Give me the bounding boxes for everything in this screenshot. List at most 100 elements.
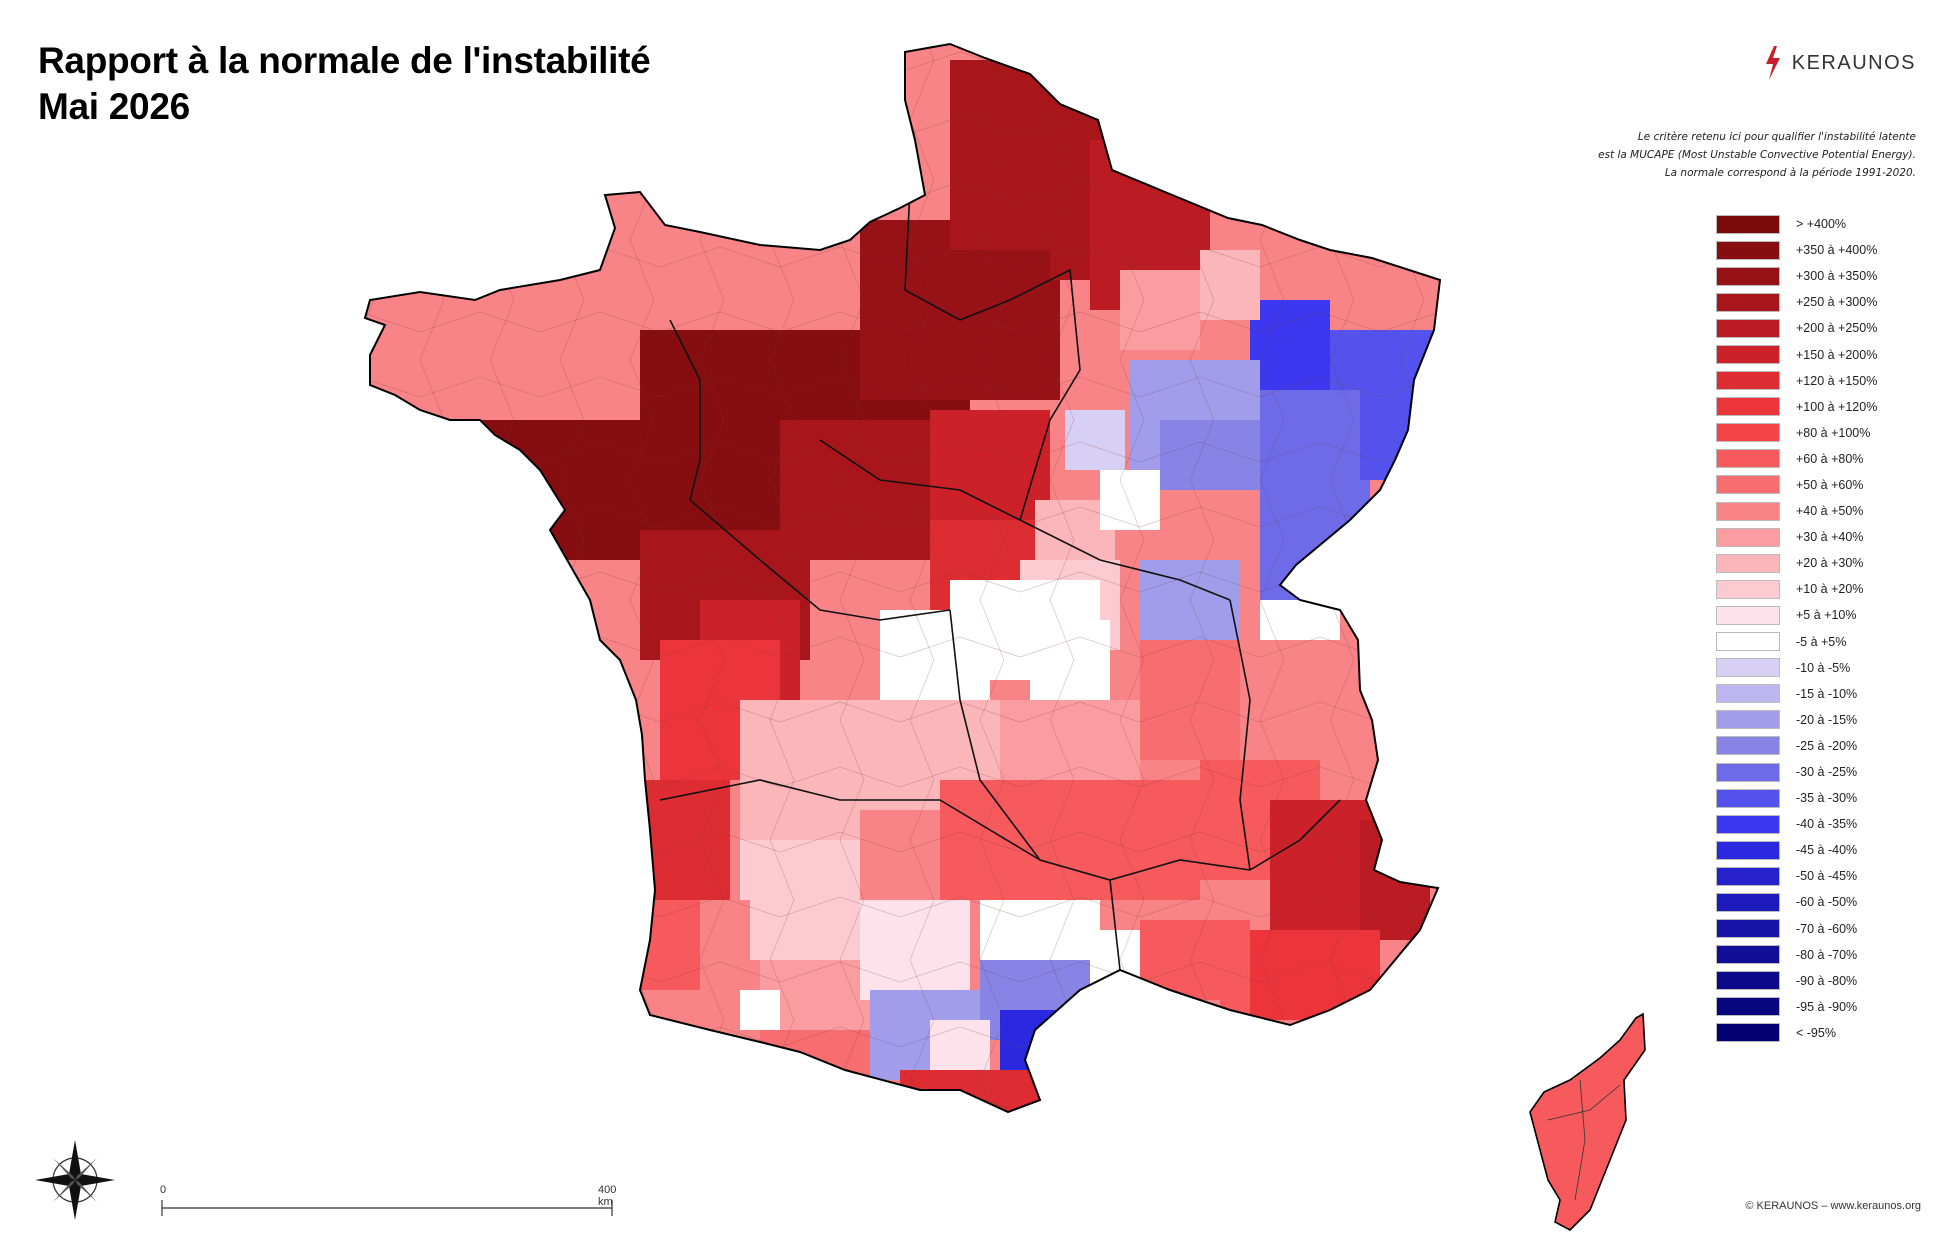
legend-row: +100 à +120% — [1716, 394, 1877, 420]
legend-swatch — [1716, 997, 1780, 1017]
legend-label: +300 à +350% — [1796, 269, 1878, 284]
legend-swatch — [1716, 945, 1780, 965]
legend-swatch — [1716, 840, 1780, 860]
legend-row: +120 à +150% — [1716, 368, 1877, 394]
legend-row: +350 à +400% — [1716, 237, 1877, 263]
region-fill — [950, 60, 1110, 280]
legend-label: +350 à +400% — [1796, 243, 1878, 258]
region-borders — [659, 189, 1341, 971]
region-fill — [740, 840, 860, 960]
legend-swatch — [1716, 423, 1780, 443]
lightning-bolt-icon — [1765, 46, 1780, 80]
legend-label: -15 à -10% — [1796, 686, 1858, 701]
legend-swatch — [1716, 553, 1780, 573]
legend-swatch — [1716, 1023, 1780, 1043]
legend-row: +150 à +200% — [1716, 341, 1877, 367]
legend-swatch — [1716, 240, 1780, 260]
region-fill — [1100, 470, 1160, 530]
legend-label: -35 à -30% — [1796, 791, 1858, 806]
corsica — [1529, 1012, 1646, 1231]
map-subtitle: Mai 2026 — [38, 86, 190, 127]
legend-label: +100 à +120% — [1796, 399, 1878, 414]
region-border — [1229, 599, 1251, 871]
legend-row: -10 à -5% — [1716, 655, 1877, 681]
legend-swatch — [1716, 866, 1780, 886]
corsica-shape — [1529, 1012, 1646, 1231]
region-border — [689, 499, 951, 621]
legend-row: -95 à -90% — [1716, 994, 1877, 1020]
note-line: La normale correspond à la période 1991-… — [1664, 167, 1916, 179]
legend-swatch — [1716, 684, 1780, 704]
legend-label: -95 à -90% — [1796, 999, 1858, 1014]
region-fill — [1200, 250, 1260, 320]
legend-swatch — [1716, 788, 1780, 808]
legend-label: +120 à +150% — [1796, 373, 1878, 388]
region-fill — [1160, 420, 1260, 490]
region-fill — [1260, 480, 1370, 600]
legend-row: +80 à +100% — [1716, 420, 1877, 446]
legend-row: -90 à -80% — [1716, 968, 1877, 994]
legend-label: +5 à +10% — [1796, 608, 1857, 623]
legend-swatch — [1716, 266, 1780, 286]
region-fill — [940, 780, 1080, 900]
region-fill — [1250, 930, 1380, 1020]
legend-label: +200 à +250% — [1796, 321, 1878, 336]
region-border — [669, 319, 701, 501]
choropleth-regions — [365, 44, 1440, 1112]
legend-row: -30 à -25% — [1716, 759, 1877, 785]
region-fill — [1140, 640, 1240, 760]
corsica-border — [1574, 1079, 1586, 1201]
region-border — [1019, 519, 1231, 601]
region-fill — [1080, 780, 1200, 900]
region-fill — [1030, 620, 1110, 700]
region-fill — [740, 700, 860, 840]
scale-end-label: 400 km — [598, 1184, 617, 1208]
legend-label: -90 à -80% — [1796, 973, 1858, 988]
region-fill — [1260, 390, 1360, 490]
legend-swatch — [1716, 919, 1780, 939]
legend-row: +50 à +60% — [1716, 472, 1877, 498]
region-border — [1009, 268, 1081, 521]
legend-swatch — [1716, 501, 1780, 521]
note-line: est la MUCAPE (Most Unstable Convective … — [1598, 149, 1916, 161]
region-fill — [930, 1020, 990, 1070]
brand: KERAUNOS — [1764, 46, 1916, 80]
legend-row: -5 à +5% — [1716, 629, 1877, 655]
legend-label: +10 à +20% — [1796, 582, 1864, 597]
legend-swatch — [1716, 971, 1780, 991]
legend-row: > +400% — [1716, 211, 1877, 237]
region-fill — [740, 990, 780, 1030]
legend-swatch — [1716, 475, 1780, 495]
legend-label: +20 à +30% — [1796, 556, 1864, 571]
region-fill — [1065, 410, 1125, 470]
region-fill — [1140, 560, 1240, 650]
region-border — [819, 439, 1021, 521]
legend-row: < -95% — [1716, 1020, 1877, 1046]
region-fill — [1250, 640, 1350, 740]
legend-label: -20 à -15% — [1796, 712, 1858, 727]
note-line: Le critère retenu ici pour qualifier l'i… — [1637, 131, 1916, 143]
region-fill — [860, 900, 970, 1000]
legend-row: +40 à +50% — [1716, 498, 1877, 524]
region-fill — [930, 410, 1050, 520]
legend-swatch — [1716, 814, 1780, 834]
legend-swatch — [1716, 736, 1780, 756]
region-fill — [760, 1030, 870, 1112]
legend-label: +60 à +80% — [1796, 451, 1864, 466]
region-fill — [900, 1070, 1050, 1112]
legend-swatch — [1716, 449, 1780, 469]
legend-label: -70 à -60% — [1796, 921, 1858, 936]
legend-row: -80 à -70% — [1716, 942, 1877, 968]
legend-swatch — [1716, 527, 1780, 547]
legend-label: -40 à -35% — [1796, 817, 1858, 832]
legend-label: +30 à +40% — [1796, 530, 1864, 545]
region-fill — [880, 250, 1050, 400]
region-border — [1249, 799, 1341, 871]
corsica-border — [1547, 1084, 1621, 1121]
legend-label: +80 à +100% — [1796, 425, 1871, 440]
method-note: Le critère retenu ici pour qualifier l'i… — [1496, 128, 1916, 182]
legend-label: +150 à +200% — [1796, 347, 1878, 362]
legend-swatch — [1716, 710, 1780, 730]
